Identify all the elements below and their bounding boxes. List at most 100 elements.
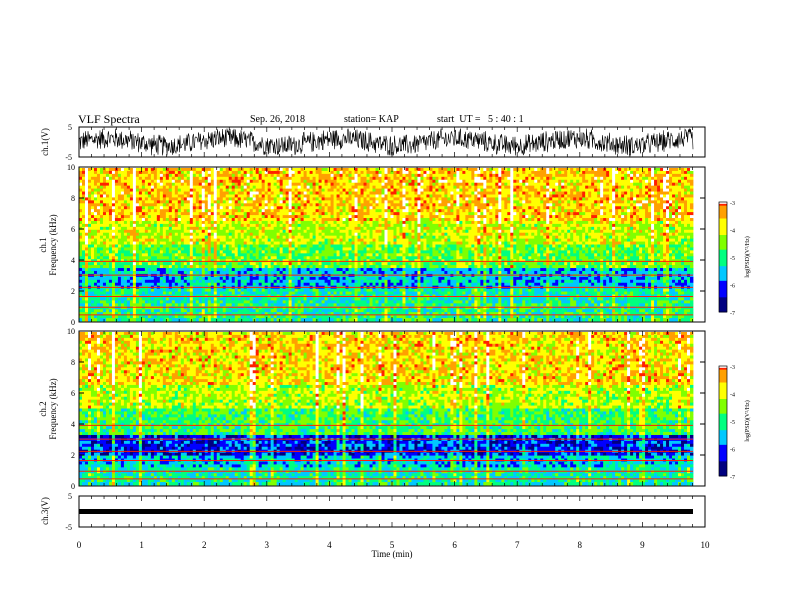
spectrogram-cell [168,244,173,248]
spectrogram-cell [168,300,173,304]
spectrogram-cell [315,315,320,319]
spectrogram-cell [321,238,325,242]
spectrogram-cell [234,218,239,222]
spectrogram-cell [345,215,349,219]
spectrogram-cell [282,188,287,192]
spectrogram-cell [192,253,197,257]
spectrogram-cell [135,232,140,237]
spectrogram-cell [210,229,215,234]
spectrogram-cell [240,265,245,269]
spectrogram-cell [99,244,104,248]
spectrogram-cell [237,185,242,189]
spectrogram-cell [192,188,197,192]
spectrogram-cell [309,215,314,219]
spectrogram-cell [132,303,137,307]
spectrogram-cell [141,235,146,240]
spectrogram-cell [186,268,191,272]
spectrogram-cell [282,170,287,175]
spectrogram-cell [204,318,209,322]
spectrogram-cell [162,306,167,310]
spectrogram-cell [360,194,364,198]
spectrogram-cell [321,262,325,266]
spectrogram-cell [342,306,346,310]
spectrogram-cell [82,318,86,322]
spectrogram-cell [159,315,164,319]
spectrogram-cell [273,212,278,216]
spectrogram-cell [276,268,281,272]
spectrogram-cell [336,276,340,281]
spectrogram-cell [285,209,290,213]
spectrogram-cell [318,179,323,184]
spectrogram-cell [165,268,170,272]
spectrogram-cell [240,256,245,260]
spectrogram-cell [342,276,346,281]
spectrogram-cell [141,173,146,178]
spectrogram-cell [162,300,167,304]
spectrogram-cell [255,250,260,254]
spectrogram-cell [324,247,328,251]
spectrogram-cell [279,176,284,181]
spectrogram-cell [246,238,251,242]
spectrogram-cell [198,226,203,231]
spectrogram-cell [159,303,164,307]
spectrogram-cell [348,315,352,319]
spectrogram-cell [79,253,83,257]
spectrogram-cell [123,173,128,178]
spectrogram-cell [180,232,185,237]
spectrogram-cell [342,253,346,257]
spectrogram-cell [315,173,320,178]
spectrogram-cell [159,297,164,301]
spectrogram-cell [267,315,272,319]
spectrogram-cell [189,282,194,287]
spectrogram-cell [129,291,134,295]
spectrogram-cell [96,218,101,222]
spectrogram-cell [294,268,299,272]
spectrogram-cell [159,212,164,216]
spectrogram-cell [339,206,343,210]
spectrogram-cell [261,262,266,266]
spectrogram-cell [225,250,230,254]
spectrogram-cell [360,312,364,316]
spectrogram-cell [222,265,227,269]
spectrogram-cell [162,303,167,307]
spectrogram-cell [252,303,257,307]
spectrogram-cell [183,226,188,231]
spectrogram-cell [93,218,98,222]
spectrogram-cell [234,232,239,237]
spectrogram-cell [216,244,221,248]
spectrogram-cell [189,226,194,231]
spectrogram-cell [105,268,110,272]
spectrogram-cell [258,206,263,210]
spectrogram-cell [234,303,239,307]
spectrogram-cell [231,238,236,242]
spectrogram-cell [264,206,269,210]
spectrogram-cell [330,197,334,201]
spectrogram-cell [339,247,343,251]
spectrogram-cell [162,212,167,216]
spectrogram-cell [315,185,320,189]
spectrogram-cell [108,188,113,192]
spectrogram-cell [156,291,161,295]
spectrogram-cell [294,247,299,251]
spectrogram-cell [99,265,104,269]
spectrogram-cell [234,191,239,195]
spectrogram-cell [315,179,320,184]
spectrogram-cell [129,270,134,275]
spectrogram-cell [168,170,173,175]
spectrogram-cell [174,318,179,322]
spectrogram-cell [114,244,119,248]
spectrogram-cell [186,209,191,213]
spectrogram-cell [171,200,176,204]
spectrogram-cell [222,244,227,248]
spectrogram-cell [240,200,245,204]
spectrogram-cell [246,282,251,287]
spectrogram-cell [105,179,110,184]
spectrogram-cell [291,312,296,316]
spectrogram-cell [357,270,361,275]
spectrogram-cell [327,312,331,316]
spectrogram-cell [354,197,358,201]
spectrogram-cell [105,173,110,178]
spectrogram-cell [279,226,284,231]
spectrogram-cell [171,209,176,213]
spectrogram-cell [321,220,325,225]
